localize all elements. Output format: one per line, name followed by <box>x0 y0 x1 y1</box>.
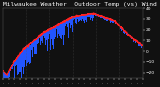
Text: Milwaukee Weather  Outdoor Temp (vs) Wind Chill per Minute (Last 24 Hours): Milwaukee Weather Outdoor Temp (vs) Wind… <box>3 2 160 7</box>
